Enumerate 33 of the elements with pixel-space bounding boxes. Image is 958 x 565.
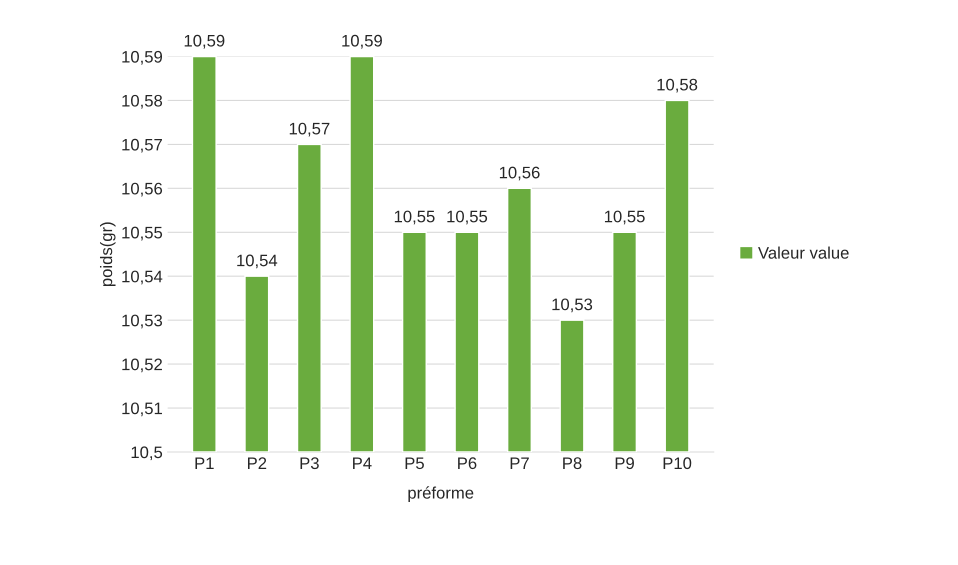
x-tick-label: P10	[664, 457, 692, 470]
y-tick-label: 10,57	[122, 138, 162, 153]
y-tick-label: 10,59	[122, 50, 162, 65]
text: 10,59	[342, 34, 382, 49]
x-tick-label: P7	[510, 457, 529, 469]
x-tick-label: P2	[248, 457, 266, 469]
y-tick-label: 10,56	[122, 182, 162, 197]
x-axis-title: préforme	[408, 486, 474, 502]
text: 10,54	[237, 254, 278, 268]
y-tick-label: 10,54	[122, 270, 162, 284]
y-tick-label: 10,52	[122, 358, 162, 372]
x-tick-label: P9	[616, 457, 634, 470]
legend-label: Valeur value	[758, 246, 849, 259]
y-tick-label: 10,5	[132, 446, 162, 460]
x-tick-label: P3	[300, 457, 319, 470]
text: 10,53	[552, 298, 592, 312]
text: 10,56	[500, 166, 540, 180]
y-tick-label: 10,53	[122, 314, 162, 328]
x-tick-label: P1	[195, 457, 214, 469]
text: 10,55	[394, 210, 435, 224]
text: 10,58	[657, 78, 698, 93]
text: 10,55	[604, 210, 645, 224]
x-tick-label: P6	[458, 457, 476, 470]
y-tick-label: 10,51	[122, 402, 162, 416]
text: 10,55	[447, 210, 488, 224]
y-tick-label: 10,55	[122, 226, 162, 240]
text: 10,59	[184, 34, 224, 49]
y-axis-title: poids(gr)	[100, 222, 116, 286]
y-tick-label: 10,58	[122, 94, 162, 109]
x-tick-label: P8	[563, 457, 582, 470]
text: 10,57	[290, 122, 330, 136]
x-tick-label: P4	[353, 457, 372, 469]
x-tick-label: P5	[406, 457, 424, 470]
